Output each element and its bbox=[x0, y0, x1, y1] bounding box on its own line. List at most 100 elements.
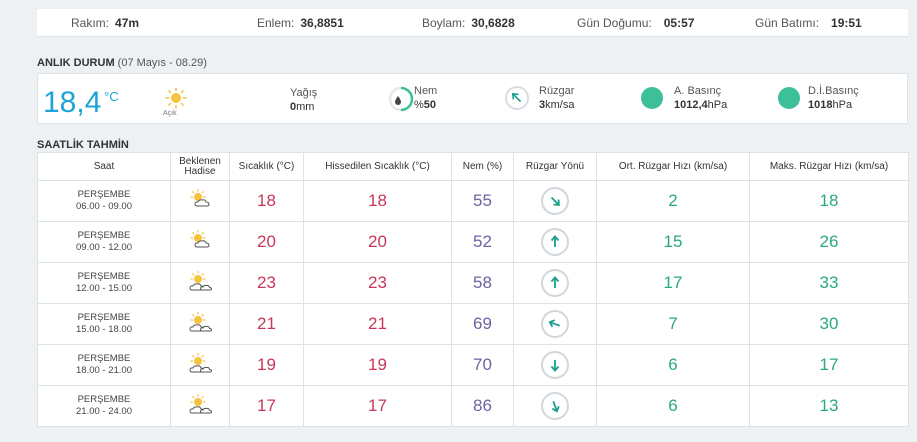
table-row: PERŞEMBE 18.00 - 21.00 19 19 70 6 17 bbox=[37, 344, 909, 386]
weather-icon-cell bbox=[170, 262, 230, 304]
sunrise-value: 05:57 bbox=[663, 16, 695, 30]
wind-direction-indicator bbox=[541, 351, 569, 379]
feels-like-value: 23 bbox=[368, 273, 387, 292]
partly-sunny-icon bbox=[187, 229, 213, 255]
temperature-value: 20 bbox=[257, 232, 276, 251]
max-wind-cell: 17 bbox=[749, 344, 909, 386]
temperature-value: 21 bbox=[257, 314, 276, 333]
pressure-icon bbox=[641, 87, 663, 109]
hourly-section-title: SAATLİK TAHMİN bbox=[37, 139, 129, 151]
wind-value: 3km/sa bbox=[539, 99, 575, 111]
longitude-value: 30,6828 bbox=[471, 16, 515, 30]
max-wind-cell: 18 bbox=[749, 180, 909, 222]
wind-direction-cell bbox=[513, 303, 597, 345]
wind-arrow-icon bbox=[550, 276, 560, 288]
feels-like-cell: 20 bbox=[303, 221, 452, 263]
humidity-value: 69 bbox=[473, 314, 492, 333]
table-row: PERŞEMBE 12.00 - 15.00 23 23 58 17 33 bbox=[37, 262, 909, 304]
avg-wind-value: 15 bbox=[663, 232, 683, 251]
max-wind-value: 33 bbox=[819, 273, 839, 292]
current-temperature: 18,4 bbox=[43, 86, 102, 119]
day-label: PERŞEMBE bbox=[77, 394, 131, 405]
wind-direction-indicator bbox=[541, 187, 569, 215]
partly-sunny-icon bbox=[187, 188, 213, 214]
header-hadise: Beklenen Hadise bbox=[170, 152, 230, 181]
max-wind-cell: 26 bbox=[749, 221, 909, 263]
day-label: PERŞEMBE bbox=[77, 312, 131, 323]
temperature-cell: 18 bbox=[229, 180, 304, 222]
temperature-cell: 23 bbox=[229, 262, 304, 304]
time-cell: PERŞEMBE 21.00 - 24.00 bbox=[37, 385, 171, 427]
feels-like-value: 18 bbox=[368, 191, 387, 210]
wind-arrow-icon bbox=[550, 235, 560, 247]
wind-direction-indicator bbox=[505, 86, 529, 110]
longitude-label: Boylam: bbox=[422, 16, 466, 30]
altitude-label: Rakım: bbox=[71, 16, 110, 30]
feels-like-value: 21 bbox=[368, 314, 387, 333]
altitude-value: 47m bbox=[115, 16, 140, 30]
avg-wind-value: 7 bbox=[668, 314, 678, 333]
avg-wind-value: 6 bbox=[668, 355, 678, 374]
wind-direction-cell bbox=[513, 262, 597, 304]
avg-wind-value: 6 bbox=[668, 396, 678, 415]
pressure-value: 1012,4hPa bbox=[674, 99, 728, 111]
current-title: ANLIK DURUM bbox=[37, 57, 115, 69]
temperature-cell: 21 bbox=[229, 303, 304, 345]
header-saat: Saat bbox=[37, 152, 171, 181]
time-range: 21.00 - 24.00 bbox=[76, 406, 132, 417]
avg-wind-cell: 2 bbox=[596, 180, 750, 222]
longitude: Boylam: 30,6828 bbox=[422, 16, 515, 30]
weather-icon-cell bbox=[170, 180, 230, 222]
feels-like-cell: 23 bbox=[303, 262, 452, 304]
humidity-cell: 52 bbox=[451, 221, 514, 263]
feels-like-cell: 18 bbox=[303, 180, 452, 222]
max-wind-value: 26 bbox=[819, 232, 839, 251]
table-row: PERŞEMBE 09.00 - 12.00 20 20 52 15 26 bbox=[37, 221, 909, 263]
header-ruzgar-yonu: Rüzgar Yönü bbox=[513, 152, 597, 181]
time-range: 15.00 - 18.00 bbox=[76, 324, 132, 335]
latitude-value: 36,8851 bbox=[300, 16, 344, 30]
time-range: 18.00 - 21.00 bbox=[76, 365, 132, 376]
wind-direction-cell bbox=[513, 344, 597, 386]
feels-like-cell: 17 bbox=[303, 385, 452, 427]
sea-level-pressure-label: D.İ.Basınç bbox=[808, 85, 859, 97]
humidity-cell: 70 bbox=[451, 344, 514, 386]
partly-cloudy-icon bbox=[186, 352, 214, 378]
header-ort-ruzgar: Ort. Rüzgar Hızı (km/sa) bbox=[596, 152, 750, 181]
day-label: PERŞEMBE bbox=[77, 353, 131, 364]
max-wind-cell: 13 bbox=[749, 385, 909, 427]
feels-like-cell: 21 bbox=[303, 303, 452, 345]
header-hissedilen: Hissedilen Sıcaklık (°C) bbox=[303, 152, 452, 181]
avg-wind-cell: 17 bbox=[596, 262, 750, 304]
feels-like-value: 19 bbox=[368, 355, 387, 374]
wind-direction-indicator bbox=[541, 228, 569, 256]
avg-wind-value: 2 bbox=[668, 191, 678, 210]
wind-arrow-icon bbox=[551, 400, 560, 413]
weather-icon-cell bbox=[170, 221, 230, 263]
pressure-label: A. Basınç bbox=[674, 85, 722, 97]
table-row: PERŞEMBE 21.00 - 24.00 17 17 86 6 13 bbox=[37, 385, 909, 427]
sunrise: Gün Doğumu: 05:57 bbox=[577, 16, 694, 30]
wind-direction-indicator bbox=[541, 392, 569, 420]
wind-arrow-icon bbox=[548, 319, 561, 328]
precipitation-label: Yağış bbox=[290, 87, 318, 99]
max-wind-value: 18 bbox=[819, 191, 839, 210]
temperature-cell: 20 bbox=[229, 221, 304, 263]
altitude: Rakım: 47m bbox=[71, 16, 139, 30]
day-label: PERŞEMBE bbox=[77, 189, 131, 200]
feels-like-value: 17 bbox=[368, 396, 387, 415]
current-conditions-panel: 18,4 °C Açık Yağış 0mm Nem %50 Rüzgar 3k… bbox=[37, 73, 908, 124]
weather-icon-cell bbox=[170, 344, 230, 386]
time-cell: PERŞEMBE 09.00 - 12.00 bbox=[37, 221, 171, 263]
avg-wind-cell: 6 bbox=[596, 344, 750, 386]
humidity-value: %50 bbox=[414, 99, 437, 111]
table-row: PERŞEMBE 15.00 - 18.00 21 21 69 7 30 bbox=[37, 303, 909, 345]
wind-arrow-icon bbox=[550, 196, 560, 206]
temperature-value: 23 bbox=[257, 273, 276, 292]
avg-wind-cell: 7 bbox=[596, 303, 750, 345]
humidity-cell: 69 bbox=[451, 303, 514, 345]
temperature-cell: 17 bbox=[229, 385, 304, 427]
sunset-label: Gün Batımı: bbox=[755, 16, 820, 30]
time-cell: PERŞEMBE 06.00 - 09.00 bbox=[37, 180, 171, 222]
max-wind-value: 17 bbox=[819, 355, 839, 374]
